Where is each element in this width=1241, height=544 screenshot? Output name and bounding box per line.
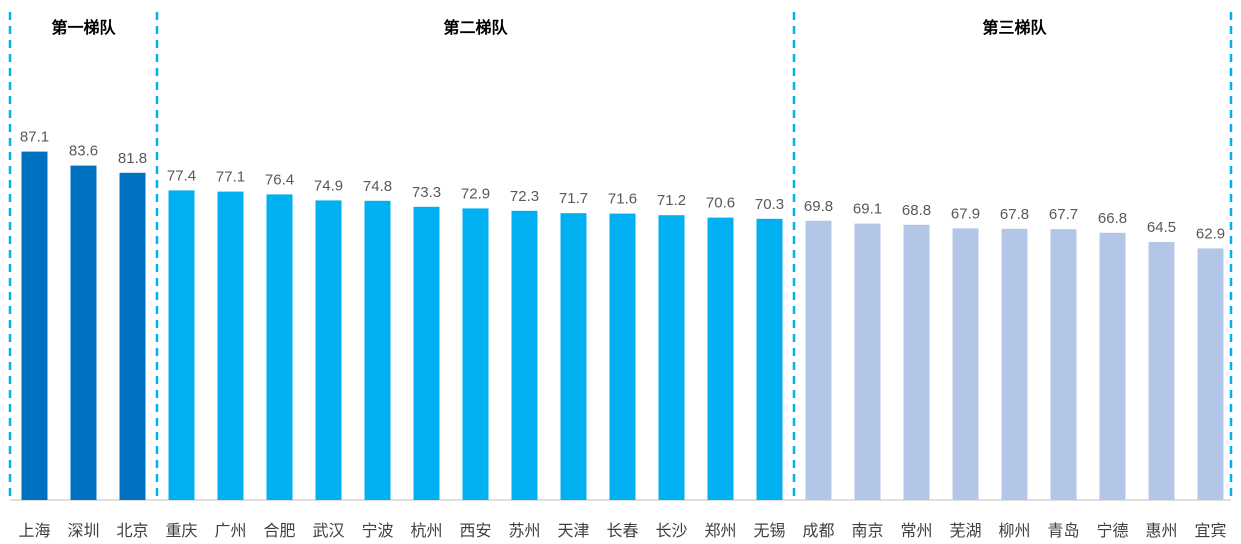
category-label: 长沙	[655, 521, 687, 540]
bar	[511, 210, 538, 501]
value-label: 67.8	[1000, 206, 1029, 223]
bar	[854, 223, 881, 500]
value-label: 67.9	[951, 205, 980, 222]
category-label: 青岛	[1047, 521, 1079, 540]
category-label: 惠州	[1145, 521, 1177, 540]
value-label: 69.1	[853, 201, 882, 218]
category-label: 合肥	[263, 521, 295, 540]
bar	[266, 194, 293, 500]
category-label: 上海	[18, 521, 50, 540]
bar	[168, 190, 195, 500]
bar	[658, 215, 685, 500]
bar	[1197, 248, 1224, 500]
group-title: 第二梯队	[443, 18, 508, 37]
value-label: 66.8	[1098, 210, 1127, 227]
bar	[609, 213, 636, 500]
category-label: 宁波	[361, 521, 393, 540]
bar	[756, 218, 783, 501]
category-label: 郑州	[704, 521, 736, 540]
value-label: 87.1	[20, 129, 49, 146]
value-label: 77.4	[167, 167, 196, 184]
value-label: 71.2	[657, 192, 686, 209]
bar	[413, 206, 440, 501]
category-label: 芜湖	[949, 521, 981, 540]
value-label: 72.3	[510, 188, 539, 205]
category-label: 宜宾	[1194, 521, 1226, 540]
value-label: 74.8	[363, 178, 392, 195]
value-label: 74.9	[314, 177, 343, 194]
value-label: 77.1	[216, 169, 245, 186]
bar	[1099, 232, 1126, 501]
bar	[560, 213, 587, 500]
value-label: 83.6	[69, 143, 98, 160]
bar	[315, 200, 342, 500]
category-label: 常州	[900, 521, 932, 540]
bar	[217, 191, 244, 500]
category-label: 深圳	[67, 521, 99, 540]
value-label: 81.8	[118, 150, 147, 167]
bar	[462, 208, 489, 500]
bar	[707, 217, 734, 500]
value-label: 64.5	[1147, 219, 1176, 236]
category-label: 天津	[557, 521, 589, 540]
value-label: 67.7	[1049, 206, 1078, 223]
bar	[70, 165, 97, 500]
group-title: 第三梯队	[982, 18, 1047, 37]
value-label: 70.3	[755, 196, 784, 213]
category-label: 宁德	[1096, 521, 1128, 540]
category-label: 长春	[606, 521, 638, 540]
category-label: 武汉	[312, 521, 344, 540]
group-title: 第一梯队	[51, 18, 116, 37]
value-label: 71.6	[608, 191, 637, 208]
category-label: 北京	[116, 521, 148, 540]
value-label: 71.7	[559, 190, 588, 207]
bar	[903, 224, 930, 501]
category-label: 广州	[214, 521, 246, 540]
bar	[1148, 242, 1175, 500]
bar	[952, 228, 979, 500]
category-label: 苏州	[508, 521, 540, 540]
value-label: 70.6	[706, 195, 735, 212]
category-label: 无锡	[753, 521, 785, 540]
bar	[1001, 228, 1028, 501]
bar	[119, 172, 146, 501]
category-label: 南京	[851, 521, 883, 540]
category-label: 柳州	[998, 521, 1030, 540]
category-label: 杭州	[410, 521, 442, 540]
bar	[21, 151, 48, 500]
value-label: 76.4	[265, 171, 294, 188]
category-label: 成都	[802, 521, 834, 540]
value-label: 72.9	[461, 185, 490, 202]
value-label: 69.8	[804, 198, 833, 215]
bar	[364, 200, 391, 501]
value-label: 73.3	[412, 184, 441, 201]
category-label: 西安	[459, 521, 491, 540]
value-label: 68.8	[902, 202, 931, 219]
bar	[805, 220, 832, 501]
value-label: 62.9	[1196, 225, 1225, 242]
category-label: 重庆	[165, 521, 197, 540]
bar	[1050, 229, 1077, 500]
